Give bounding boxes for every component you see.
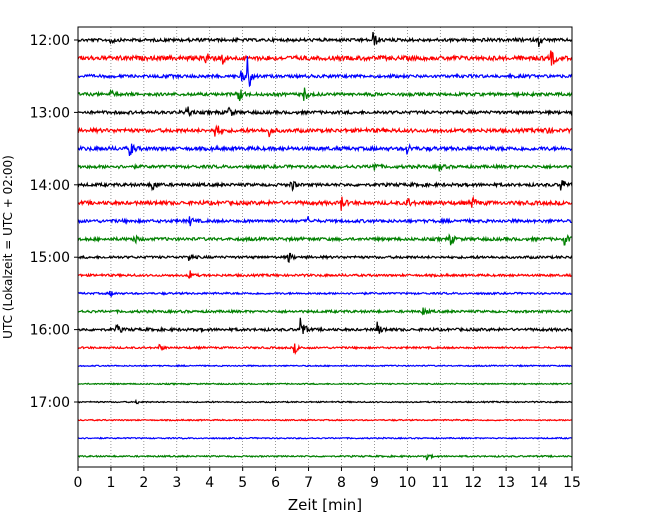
x-tick-label: 12 — [464, 475, 482, 491]
trace-1645 — [77, 382, 572, 386]
x-tick-label: 8 — [337, 475, 346, 491]
x-tick-label: 7 — [304, 475, 313, 491]
y-tick-label: 12:00 — [30, 33, 70, 49]
y-tick-label: 16:00 — [30, 323, 70, 339]
y-tick-label: 13:00 — [30, 105, 70, 121]
x-tick-label: 14 — [530, 475, 548, 491]
x-tick-label: 5 — [238, 475, 247, 491]
trace-1545 — [77, 306, 573, 316]
trace-1445 — [77, 233, 573, 246]
x-tick-label: 9 — [370, 475, 379, 491]
y-tick-label: 15:00 — [30, 250, 70, 266]
trace-1415 — [77, 195, 573, 211]
plot-frame — [77, 26, 573, 468]
x-tick-label: 15 — [563, 475, 581, 491]
trace-1600 — [77, 317, 573, 334]
trace-1245 — [77, 87, 573, 102]
trace-1345 — [77, 162, 573, 172]
trace-1500 — [77, 252, 573, 263]
x-tick-label: 13 — [497, 475, 515, 491]
x-tick-label: 2 — [139, 475, 148, 491]
x-tick-label: 1 — [106, 475, 115, 491]
trace-1530 — [77, 290, 573, 298]
y-axis-ticks: 12:00 13:00 14:00 15:00 16:00 17:00 — [30, 33, 78, 411]
y-axis-label: UTC (Lokalzeit = UTC + 02:00) — [1, 155, 15, 339]
x-tick-label: 6 — [271, 475, 280, 491]
trace-1745 — [78, 453, 573, 461]
x-tick-label: 10 — [398, 475, 416, 491]
seismic-traces — [77, 31, 573, 461]
y-tick-label: 14:00 — [30, 178, 70, 194]
trace-1730 — [77, 436, 573, 440]
trace-1215 — [77, 50, 573, 66]
trace-1715 — [77, 418, 573, 422]
x-tick-label: 4 — [205, 475, 214, 491]
x-tick-label: 11 — [431, 475, 449, 491]
trace-1430 — [77, 216, 572, 227]
trace-1630 — [77, 364, 572, 368]
y-tick-label: 17:00 — [30, 395, 70, 411]
trace-1300 — [77, 106, 573, 118]
trace-1700 — [77, 398, 573, 405]
trace-1330 — [77, 142, 573, 156]
x-tick-label: 3 — [172, 475, 181, 491]
trace-1200 — [77, 31, 573, 48]
grid-lines — [110, 27, 540, 467]
trace-1230 — [77, 56, 573, 88]
x-tick-label: 0 — [74, 475, 83, 491]
x-axis-ticks: 0 1 2 3 4 5 6 7 8 9 10 11 12 13 14 15 — [74, 467, 581, 491]
trace-1315 — [77, 124, 573, 138]
trace-1615 — [77, 343, 573, 356]
x-axis-label: Zeit [min] — [288, 496, 362, 514]
trace-1400 — [77, 180, 573, 192]
trace-1515 — [77, 270, 573, 279]
